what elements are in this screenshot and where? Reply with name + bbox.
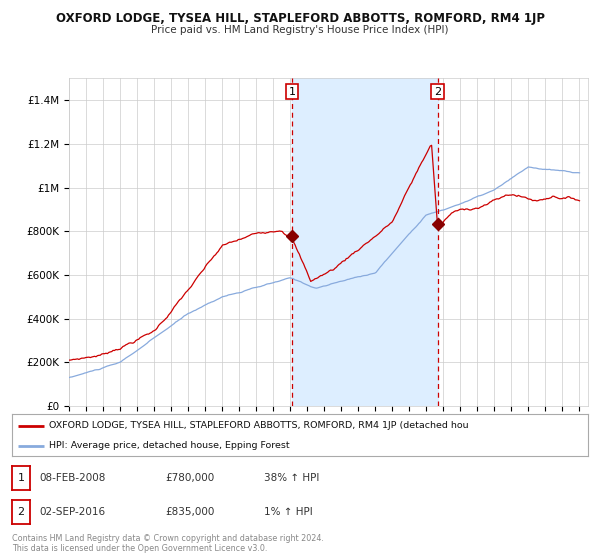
Text: 2: 2 — [17, 507, 25, 517]
Text: 02-SEP-2016: 02-SEP-2016 — [39, 507, 105, 517]
Text: OXFORD LODGE, TYSEA HILL, STAPLEFORD ABBOTTS, ROMFORD, RM4 1JP (detached hou: OXFORD LODGE, TYSEA HILL, STAPLEFORD ABB… — [49, 421, 469, 430]
Bar — [292, 78, 438, 406]
Text: Contains HM Land Registry data © Crown copyright and database right 2024.
This d: Contains HM Land Registry data © Crown c… — [12, 534, 324, 553]
Text: Price paid vs. HM Land Registry's House Price Index (HPI): Price paid vs. HM Land Registry's House … — [151, 25, 449, 35]
Text: HPI: Average price, detached house, Epping Forest: HPI: Average price, detached house, Eppi… — [49, 441, 290, 450]
Text: 1% ↑ HPI: 1% ↑ HPI — [264, 507, 313, 517]
Text: 1: 1 — [289, 86, 295, 96]
Text: 1: 1 — [17, 473, 25, 483]
Text: 2: 2 — [434, 86, 442, 96]
Text: £780,000: £780,000 — [165, 473, 214, 483]
Text: £835,000: £835,000 — [165, 507, 214, 517]
Text: 08-FEB-2008: 08-FEB-2008 — [39, 473, 106, 483]
Text: 38% ↑ HPI: 38% ↑ HPI — [264, 473, 319, 483]
Text: OXFORD LODGE, TYSEA HILL, STAPLEFORD ABBOTTS, ROMFORD, RM4 1JP: OXFORD LODGE, TYSEA HILL, STAPLEFORD ABB… — [56, 12, 545, 25]
